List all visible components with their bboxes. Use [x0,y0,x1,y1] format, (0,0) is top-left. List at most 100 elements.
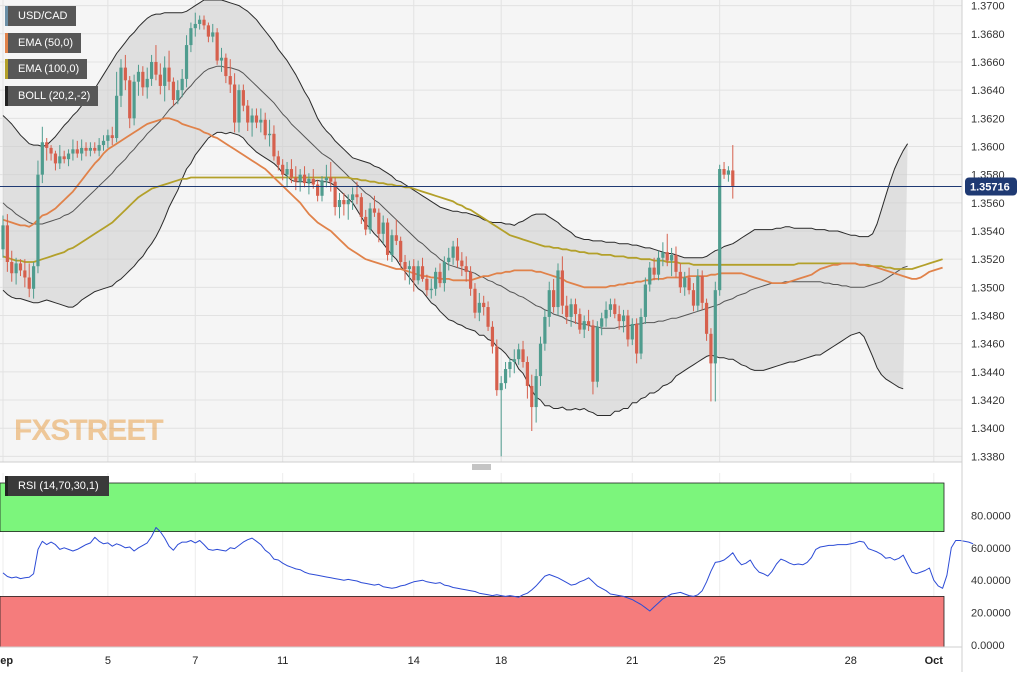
candle [525,356,529,399]
candle-body [670,254,674,261]
candle [97,138,101,157]
candle [110,126,114,146]
candle [66,149,71,167]
candle-body [635,323,639,354]
candle [534,369,538,423]
candle-body [722,169,726,175]
candle-body [101,140,106,146]
candle [490,321,495,354]
candle [713,281,717,402]
candle-body [311,178,315,185]
candle [355,181,359,205]
candle [517,343,521,365]
candle-body [407,266,412,270]
candle [228,59,232,93]
candle-body [75,149,79,154]
candle [643,277,647,324]
legend-ema100: EMA (100,0) [5,59,88,79]
candle-body [525,361,529,386]
candle [1,215,5,258]
candle-body [556,270,560,308]
candle-body [608,304,613,310]
candle-body [617,314,621,322]
candle-body [219,57,224,61]
candle [556,263,560,316]
candle [128,76,132,129]
candle [346,194,350,220]
candle [482,295,486,316]
candle-body [202,19,206,26]
candle-body [656,257,661,275]
candle [263,112,267,140]
candle-body [691,290,696,306]
candle [530,374,534,432]
candle [368,202,372,234]
candle-body [665,252,669,261]
candle-body [193,23,197,29]
candle-body [27,277,31,289]
candle [154,45,158,81]
candle-body [538,343,543,377]
rsi-tick-label: 80.0000 [971,510,1011,522]
price-tick-label: 1.3380 [971,451,1005,463]
candle-body [237,90,241,123]
candle-body [53,153,58,164]
candle-body [106,135,110,141]
candle [31,261,36,299]
candle-body [683,277,687,288]
x-tick-label: 14 [408,655,420,667]
candle [438,263,442,288]
candle-body [154,61,158,75]
candle [538,336,543,386]
candle-body [578,314,582,330]
candle-body [613,304,617,315]
candle [613,298,617,319]
candle [621,309,626,333]
candle [180,69,184,98]
price-tick-label: 1.3520 [971,254,1005,266]
candle-body [224,57,228,77]
candle-body [372,208,377,213]
price-tick-label: 1.3460 [971,339,1005,351]
candle-body [49,147,53,154]
candle [635,318,639,364]
candle-body [128,80,132,119]
candle-body [464,266,468,272]
candle-body [198,19,202,24]
candle [591,319,595,395]
candle-body [93,147,97,151]
candle-body [718,169,722,291]
candle [434,267,438,296]
candle [206,22,210,43]
candle-body [709,333,713,364]
candle-body [320,180,324,196]
candle [451,240,455,265]
candle [377,208,381,243]
candle [726,166,731,182]
candle-body [560,270,564,306]
candle [40,126,44,184]
candle-body [324,177,328,181]
candle [316,180,320,202]
x-tick-label: 25 [714,655,726,667]
candle-body [84,147,88,151]
candle [731,145,735,199]
candle-body [285,169,289,175]
candle-body [438,271,442,284]
candle-body [250,115,254,123]
candle-body [621,315,626,322]
boll-lower-line [2,131,904,416]
candle [560,256,564,315]
candle [674,246,678,278]
candle [324,164,328,188]
legend-usdcad: USD/CAD [5,6,76,26]
candle [569,298,573,327]
candle-body [359,197,363,217]
candle-body [661,252,665,258]
candle [351,187,355,210]
price-tick-label: 1.3600 [971,141,1005,153]
rsi-tick-label: 40.0000 [971,575,1011,587]
candle [565,295,569,324]
candle-body [333,181,337,208]
legend-boll: BOLL (20,2,-2) [5,86,99,106]
